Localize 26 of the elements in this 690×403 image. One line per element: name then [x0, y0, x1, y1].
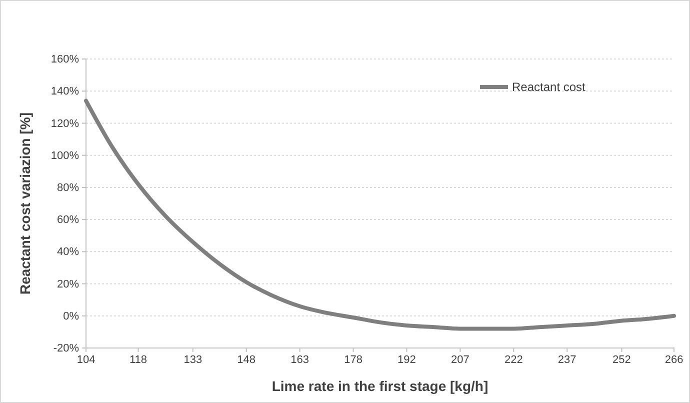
y-tick-label: 160% — [50, 54, 80, 66]
x-tick-label: 118 — [129, 354, 148, 366]
x-tick-label: 163 — [290, 354, 309, 366]
x-tick-label: 133 — [184, 354, 202, 366]
legend-label: Reactant cost — [512, 80, 586, 94]
y-tick-label: 0% — [63, 310, 80, 322]
x-tick-label: 207 — [451, 354, 470, 366]
x-tick-label: 192 — [398, 354, 416, 366]
x-tick-label: 178 — [344, 354, 362, 366]
y-tick-label: -20% — [53, 342, 80, 355]
y-axis-title: Reactant cost variazion [%] — [17, 112, 33, 295]
y-tick-label: 20% — [56, 278, 80, 290]
x-tick-label: 252 — [612, 354, 631, 366]
x-tick-label: 104 — [76, 354, 96, 366]
y-tick-label: 100% — [50, 150, 80, 162]
x-tick-label: 266 — [664, 354, 684, 366]
y-tick-label: 40% — [56, 246, 80, 258]
line-series — [84, 98, 676, 331]
y-tick-label: 140% — [50, 86, 80, 98]
y-tick-label: 80% — [56, 182, 80, 194]
x-tick-label: 237 — [558, 354, 576, 366]
x-axis-title: Lime rate in the first stage [kg/h] — [272, 378, 488, 394]
x-tick-label: 222 — [504, 354, 523, 366]
y-tick-label: 60% — [56, 214, 80, 226]
x-tick-label: 148 — [237, 354, 256, 366]
y-tick-label: 120% — [50, 118, 80, 130]
